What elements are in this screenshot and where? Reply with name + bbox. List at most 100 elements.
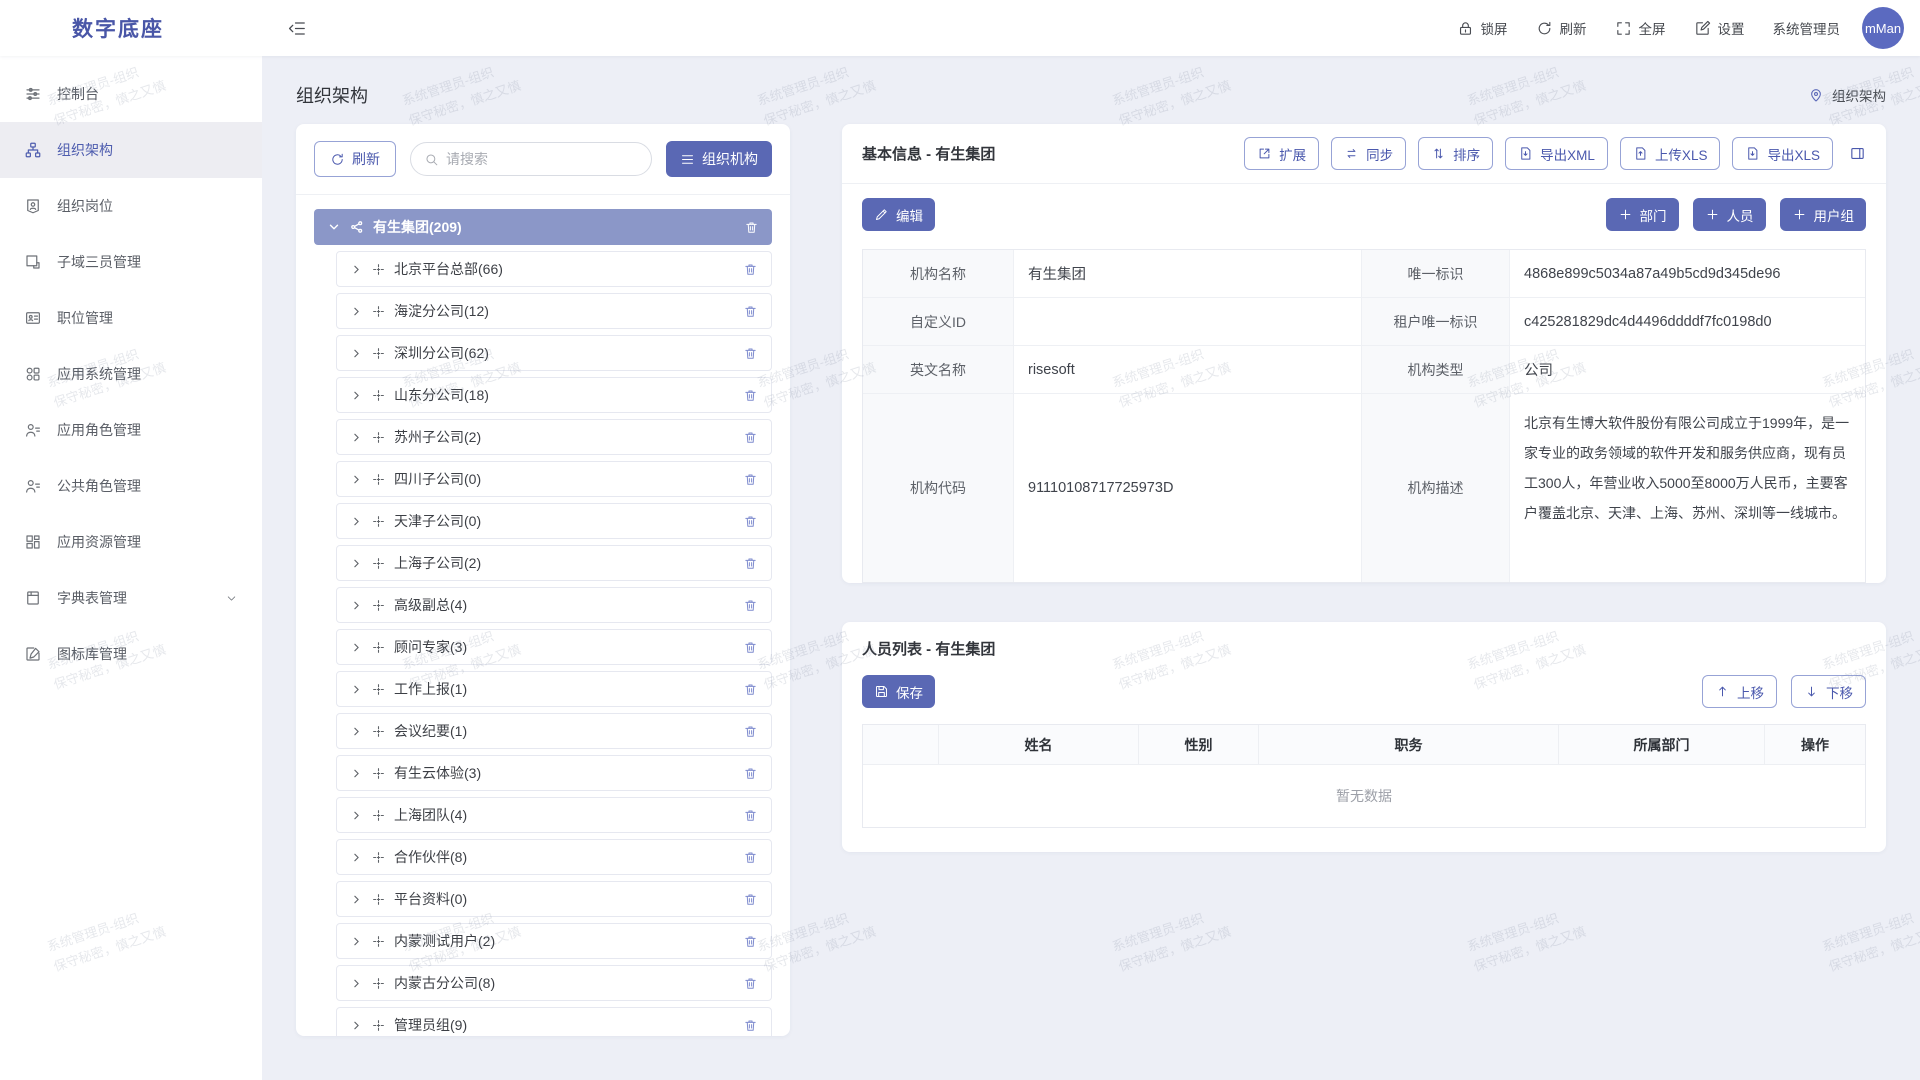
drag-handle-icon[interactable] [372,851,385,864]
sidebar-item-position[interactable]: 职位管理 [0,290,262,346]
sidebar-item-icon-library[interactable]: 图标库管理 [0,626,262,682]
add-user-group-button[interactable]: 用户组 [1779,198,1866,231]
trash-icon[interactable] [743,976,758,991]
drag-handle-icon[interactable] [372,767,385,780]
tree-node[interactable]: 管理员组(9) [336,1007,772,1036]
trash-icon[interactable] [743,430,758,445]
drag-handle-icon[interactable] [372,263,385,276]
drag-handle-icon[interactable] [372,431,385,444]
settings-button[interactable]: 设置 [1694,18,1745,38]
trash-icon[interactable] [743,1018,758,1033]
trash-icon[interactable] [743,262,758,277]
add-department-button[interactable]: 部门 [1605,198,1679,231]
drag-handle-icon[interactable] [372,725,385,738]
tree-node[interactable]: 苏州子公司(2) [336,419,772,455]
tree-node[interactable]: 会议纪要(1) [336,713,772,749]
tree-node[interactable]: 工作上报(1) [336,671,772,707]
drag-handle-icon[interactable] [372,473,385,486]
drag-handle-icon[interactable] [372,977,385,990]
add-person-button[interactable]: 人员 [1692,198,1766,231]
tree-node[interactable]: 天津子公司(0) [336,503,772,539]
trash-icon[interactable] [743,892,758,907]
chevron-right-icon[interactable] [350,851,363,864]
sidebar-item-subdomain-admin[interactable]: 子域三员管理 [0,234,262,290]
move-down-button[interactable]: 下移 [1791,675,1866,708]
tree-node[interactable]: 有生云体验(3) [336,755,772,791]
trash-icon[interactable] [743,808,758,823]
trash-icon[interactable] [743,934,758,949]
chevron-right-icon[interactable] [350,641,363,654]
avatar[interactable]: mMan [1862,7,1904,49]
trash-icon[interactable] [743,304,758,319]
expand-button[interactable]: 扩展 [1244,137,1320,170]
drag-handle-icon[interactable] [372,809,385,822]
drag-handle-icon[interactable] [372,935,385,948]
trash-icon[interactable] [743,766,758,781]
move-up-button[interactable]: 上移 [1702,675,1777,708]
drag-handle-icon[interactable] [372,389,385,402]
sort-button[interactable]: 排序 [1418,137,1494,170]
sidebar-item-public-role[interactable]: 公共角色管理 [0,458,262,514]
refresh-button[interactable]: 刷新 [1536,18,1587,38]
upload-xls-button[interactable]: 上传XLS [1619,137,1721,170]
chevron-right-icon[interactable] [350,809,363,822]
chevron-right-icon[interactable] [350,977,363,990]
trash-icon[interactable] [743,472,758,487]
tree-root-node[interactable]: 有生集团(209) [314,209,772,245]
edit-button[interactable]: 编辑 [862,198,935,231]
chevron-right-icon[interactable] [350,431,363,444]
save-button[interactable]: 保存 [862,675,935,708]
drag-handle-icon[interactable] [372,557,385,570]
tree-node[interactable]: 海淀分公司(12) [336,293,772,329]
trash-icon[interactable] [743,388,758,403]
tree-node[interactable]: 高级副总(4) [336,587,772,623]
drag-handle-icon[interactable] [372,1019,385,1032]
chevron-down-icon[interactable] [327,220,341,234]
sidebar-item-dictionary[interactable]: 字典表管理 [0,570,262,626]
trash-icon[interactable] [743,556,758,571]
chevron-right-icon[interactable] [350,683,363,696]
sidebar-item-org-structure[interactable]: 组织架构 [0,122,262,178]
tree-search-box[interactable] [410,142,652,176]
chevron-right-icon[interactable] [350,725,363,738]
sidebar-item-org-post[interactable]: 组织岗位 [0,178,262,234]
chevron-right-icon[interactable] [350,1019,363,1032]
drag-handle-icon[interactable] [372,683,385,696]
trash-icon[interactable] [743,850,758,865]
sidebar-item-app-system[interactable]: 应用系统管理 [0,346,262,402]
tree-refresh-button[interactable]: 刷新 [314,141,396,177]
tree-node[interactable]: 北京平台总部(66) [336,251,772,287]
tree-node[interactable]: 四川子公司(0) [336,461,772,497]
current-user[interactable]: 系统管理员 [1772,22,1841,37]
chevron-right-icon[interactable] [350,557,363,570]
drag-handle-icon[interactable] [372,515,385,528]
chevron-right-icon[interactable] [350,767,363,780]
chevron-right-icon[interactable] [350,347,363,360]
chevron-right-icon[interactable] [350,599,363,612]
drag-handle-icon[interactable] [372,347,385,360]
chevron-right-icon[interactable] [350,935,363,948]
sidebar-item-app-resource[interactable]: 应用资源管理 [0,514,262,570]
tree-node[interactable]: 山东分公司(18) [336,377,772,413]
tree-node[interactable]: 顾问专家(3) [336,629,772,665]
sidebar-fold-icon[interactable] [288,19,307,38]
export-xls-button[interactable]: 导出XLS [1732,137,1833,170]
fullscreen-button[interactable]: 全屏 [1615,18,1666,38]
trash-icon[interactable] [743,346,758,361]
tree-node[interactable]: 上海子公司(2) [336,545,772,581]
collapse-panel-icon[interactable] [1849,145,1866,162]
trash-icon[interactable] [744,220,759,235]
drag-handle-icon[interactable] [372,893,385,906]
tree-node[interactable]: 平台资料(0) [336,881,772,917]
trash-icon[interactable] [743,724,758,739]
tree-node[interactable]: 合作伙伴(8) [336,839,772,875]
sidebar-item-console[interactable]: 控制台 [0,66,262,122]
chevron-right-icon[interactable] [350,305,363,318]
tree-node[interactable]: 上海团队(4) [336,797,772,833]
tree-node[interactable]: 深圳分公司(62) [336,335,772,371]
chevron-right-icon[interactable] [350,893,363,906]
lock-screen-button[interactable]: 锁屏 [1457,18,1508,38]
tree-node[interactable]: 内蒙古分公司(8) [336,965,772,1001]
export-xml-button[interactable]: 导出XML [1505,137,1608,170]
chevron-right-icon[interactable] [350,515,363,528]
